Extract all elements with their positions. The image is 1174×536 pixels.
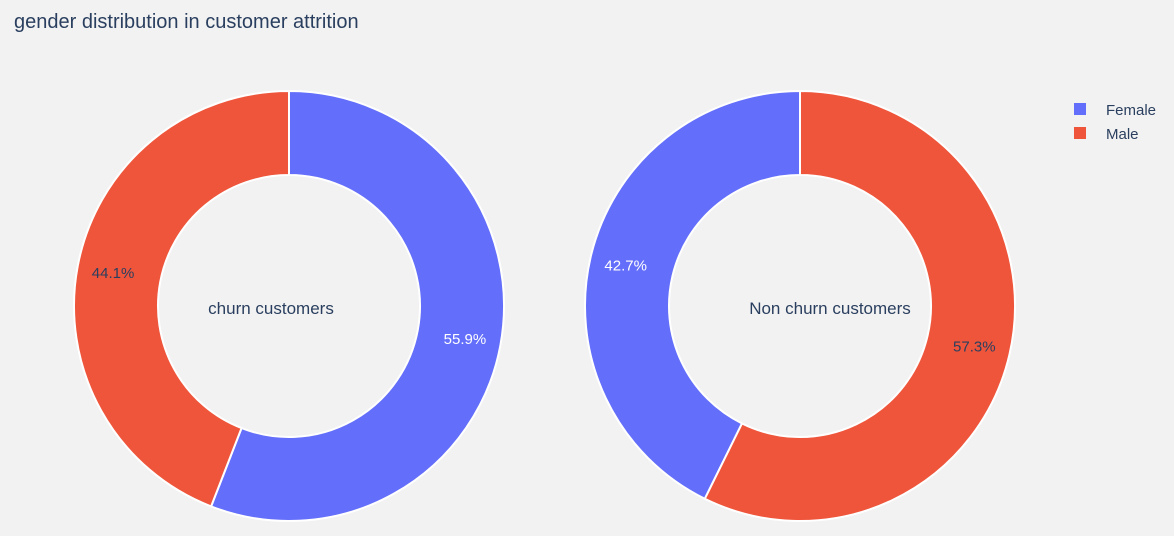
donut-center-label: Non churn customers	[749, 299, 911, 318]
donut-slice-label-female: 42.7%	[604, 257, 647, 274]
donut-chart-non-churn: 42.7% 57.3% Non churn customers	[584, 89, 1016, 522]
legend-label-female: Female	[1106, 102, 1156, 119]
legend-swatch-female	[1074, 103, 1086, 115]
legend: Female Male	[1074, 102, 1156, 143]
legend-label-male: Male	[1106, 126, 1139, 143]
legend-swatch-male	[1074, 127, 1086, 139]
donut-slice-label-female: 55.9%	[444, 331, 487, 348]
donut-slice-male[interactable]	[73, 89, 290, 508]
donut-slice-female[interactable]	[209, 89, 505, 522]
donut-slice-label-male: 57.3%	[953, 339, 996, 356]
chart-title: gender distribution in customer attritio…	[14, 11, 359, 33]
donut-chart-churn: 55.9% 44.1% churn customers	[73, 89, 505, 522]
legend-item-female[interactable]: Female	[1074, 102, 1156, 119]
donut-center-label: churn customers	[208, 299, 334, 318]
legend-item-male[interactable]: Male	[1074, 126, 1139, 143]
donut-slice-female[interactable]	[584, 89, 801, 501]
donut-slice-label-male: 44.1%	[92, 265, 135, 282]
donut-slice-male[interactable]	[703, 89, 1016, 522]
